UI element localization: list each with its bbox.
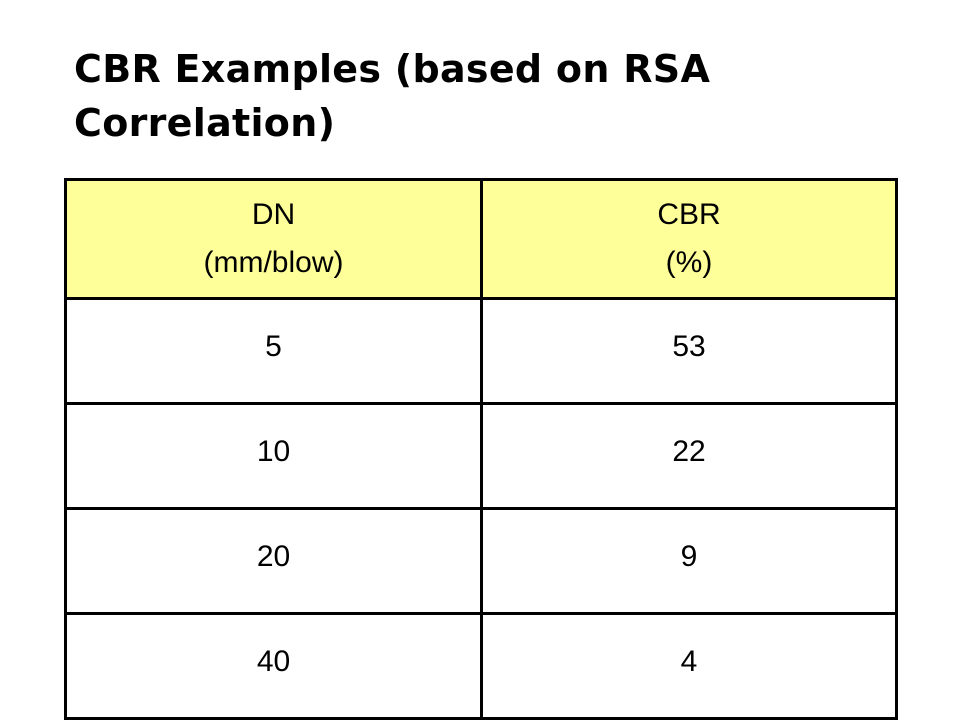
header-row: DN (mm/blow) CBR (%) bbox=[64, 178, 898, 300]
slide-title: CBR Examples (based on RSA Correlation) bbox=[74, 47, 711, 145]
header-cbr-label: CBR bbox=[657, 198, 721, 231]
table-row: 5 53 bbox=[64, 297, 898, 405]
cell-dn: 40 bbox=[64, 612, 483, 720]
header-dn-unit: (mm/blow) bbox=[203, 246, 344, 279]
table-row: 40 4 bbox=[64, 612, 898, 720]
cell-cbr: 9 bbox=[480, 507, 898, 615]
cell-dn: 10 bbox=[64, 402, 483, 510]
header-dn-label: DN bbox=[251, 198, 296, 231]
header-cbr-unit: (%) bbox=[665, 246, 713, 279]
table-row: 20 9 bbox=[64, 507, 898, 615]
cell-dn: 20 bbox=[64, 507, 483, 615]
cbr-table: DN (mm/blow) CBR (%) 5 53 10 22 20 9 40 … bbox=[64, 178, 898, 720]
header-dn: DN (mm/blow) bbox=[64, 178, 483, 300]
header-cbr: CBR (%) bbox=[480, 178, 898, 300]
cell-cbr: 53 bbox=[480, 297, 898, 405]
cell-cbr: 4 bbox=[480, 612, 898, 720]
cell-cbr: 22 bbox=[480, 402, 898, 510]
cell-dn: 5 bbox=[64, 297, 483, 405]
table-row: 10 22 bbox=[64, 402, 898, 510]
